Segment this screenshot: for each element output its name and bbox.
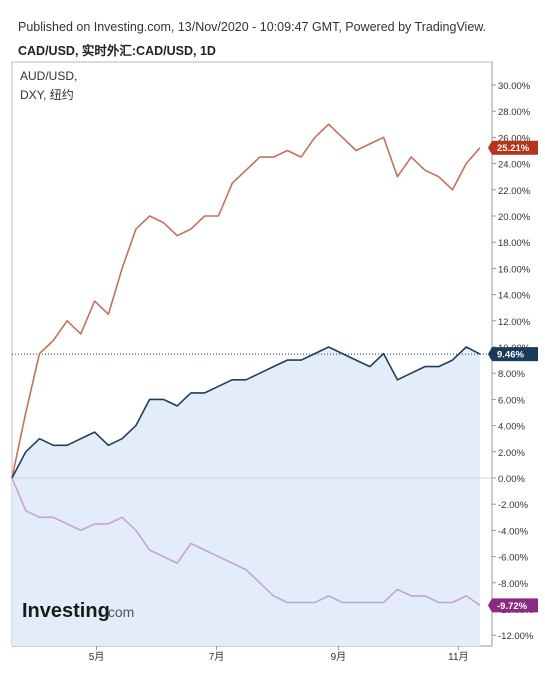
published-line: Published on Investing.com, 13/Nov/2020 … bbox=[18, 20, 487, 34]
legend-dxy-label: DXY, 纽约 bbox=[20, 87, 74, 102]
last-value-tag-label: 25.21% bbox=[497, 143, 530, 154]
cad-usd-area bbox=[12, 347, 480, 646]
x-tick-label: 9月 bbox=[331, 651, 347, 663]
logo-suffix: .com bbox=[104, 604, 134, 620]
series-line-cad-usd[interactable] bbox=[11, 346, 481, 479]
y-tick-label: 28.00% bbox=[498, 107, 531, 118]
investing-logo: Investing .com bbox=[22, 600, 134, 622]
y-tick-label: -6.00% bbox=[498, 553, 529, 564]
y-tick-label: -8.00% bbox=[498, 579, 529, 590]
y-tick-label: 24.00% bbox=[498, 160, 531, 171]
x-tick-label: 5月 bbox=[89, 651, 105, 663]
last-value-tag-bg bbox=[488, 347, 538, 362]
y-tick-label: 22.00% bbox=[498, 186, 531, 197]
y-tick-label: -2.00% bbox=[498, 500, 529, 511]
last-value-tag-dxy: -9.72% bbox=[488, 598, 538, 613]
y-tick-label: 12.00% bbox=[498, 317, 531, 328]
y-tick-label: 2.00% bbox=[498, 448, 525, 459]
y-tick-label: 14.00% bbox=[498, 291, 531, 302]
y-tick-label: 30.00% bbox=[498, 81, 531, 92]
legend-aud-label: AUD/USD, bbox=[20, 69, 77, 83]
y-tick-label: -4.00% bbox=[498, 526, 529, 537]
y-tick-label: 18.00% bbox=[498, 238, 531, 249]
y-tick-label: 6.00% bbox=[498, 395, 525, 406]
last-value-tag-label: 9.46% bbox=[497, 350, 524, 361]
y-tick-label: 0.00% bbox=[498, 474, 525, 485]
y-tick-label: 26.00% bbox=[498, 133, 531, 144]
y-tick-label: 8.00% bbox=[498, 369, 525, 380]
x-tick-label: 11月 bbox=[448, 651, 468, 663]
chart-title: CAD/USD, 实时外汇:CAD/USD, 1D bbox=[18, 44, 216, 58]
last-value-tag-bg bbox=[488, 140, 538, 155]
y-tick-label: 20.00% bbox=[498, 212, 531, 223]
x-tick-label: 7月 bbox=[209, 651, 225, 663]
series-line-aud-usd[interactable] bbox=[11, 123, 481, 479]
logo-name: Investing bbox=[22, 600, 110, 622]
series-line-dxy[interactable] bbox=[11, 477, 481, 606]
last-value-tag-aud-usd: 25.21% bbox=[488, 140, 538, 155]
y-tick-label: 4.00% bbox=[498, 422, 525, 433]
y-tick-label: -12.00% bbox=[498, 631, 534, 642]
last-value-tag-label: -9.72% bbox=[497, 601, 528, 612]
y-tick-label: 16.00% bbox=[498, 264, 531, 275]
last-value-tag-cad-usd: 9.46% bbox=[488, 347, 538, 362]
last-value-tag-bg bbox=[488, 598, 538, 613]
